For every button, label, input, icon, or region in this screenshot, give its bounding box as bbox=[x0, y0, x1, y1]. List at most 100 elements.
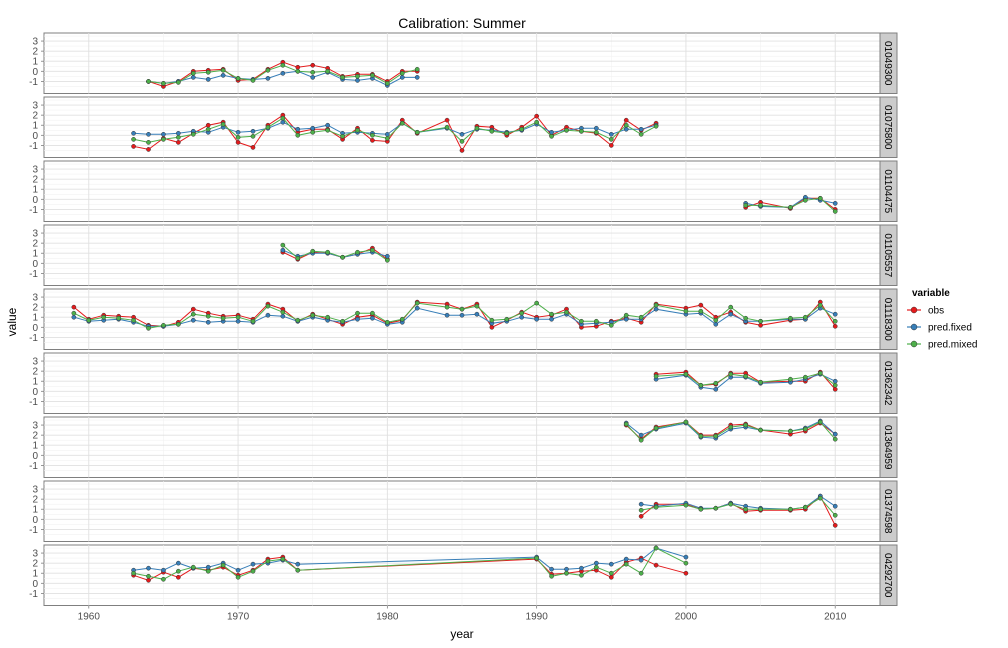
data-point-pred.mixed bbox=[653, 504, 659, 510]
data-point-pred.mixed bbox=[250, 78, 256, 83]
data-point-pred.mixed bbox=[235, 134, 241, 140]
data-point-pred.mixed bbox=[803, 314, 808, 320]
data-point-pred.mixed bbox=[788, 376, 793, 382]
data-point-pred.fixed bbox=[235, 129, 241, 135]
legend-label: pred.mixed bbox=[928, 340, 977, 351]
data-point-pred.fixed bbox=[459, 131, 465, 137]
data-point-pred.fixed bbox=[549, 129, 554, 135]
data-point-pred.mixed bbox=[579, 128, 584, 134]
data-point-pred.fixed bbox=[653, 306, 659, 312]
data-point-pred.mixed bbox=[743, 506, 748, 512]
x-axis: 1960 1970 1980 1990 2000 2010 bbox=[78, 605, 847, 623]
data-point-pred.mixed bbox=[176, 80, 181, 85]
data-point-pred.fixed bbox=[414, 305, 420, 311]
y-tick-label: 0 bbox=[32, 387, 38, 398]
data-point-pred.mixed bbox=[280, 309, 286, 315]
data-point-pred.fixed bbox=[608, 131, 614, 137]
data-point-obs bbox=[176, 574, 181, 580]
data-point-pred.mixed bbox=[832, 512, 838, 518]
data-point-pred.mixed bbox=[743, 373, 748, 379]
data-point-pred.mixed bbox=[250, 568, 256, 574]
data-point-pred.fixed bbox=[683, 554, 689, 560]
legend-key-point bbox=[910, 340, 918, 348]
facet-strip bbox=[879, 96, 898, 158]
data-point-pred.fixed bbox=[414, 75, 420, 80]
data-point-pred.mixed bbox=[698, 308, 704, 314]
facet-strip bbox=[879, 416, 898, 478]
data-point-pred.mixed bbox=[176, 134, 181, 140]
data-point-pred.mixed bbox=[683, 308, 689, 314]
data-point-pred.mixed bbox=[608, 137, 614, 142]
y-tick-label: 2 bbox=[32, 303, 38, 314]
data-point-pred.fixed bbox=[250, 561, 256, 567]
data-point-pred.fixed bbox=[190, 75, 196, 80]
legend-item-pred.mixed: pred.mixed bbox=[907, 340, 977, 351]
data-point-pred.mixed bbox=[803, 374, 808, 380]
y-tick-label: 0 bbox=[32, 323, 38, 334]
y-tick-label: 2 bbox=[32, 367, 38, 378]
data-point-pred.mixed bbox=[594, 129, 599, 135]
data-point-pred.mixed bbox=[280, 62, 286, 68]
data-point-pred.fixed bbox=[220, 73, 226, 78]
data-point-pred.fixed bbox=[280, 247, 286, 253]
data-point-pred.fixed bbox=[579, 565, 584, 571]
data-point-pred.fixed bbox=[638, 126, 644, 132]
data-point-pred.mixed bbox=[295, 255, 301, 261]
legend-title: variable bbox=[912, 288, 950, 299]
data-point-pred.mixed bbox=[414, 129, 420, 135]
data-point-pred.mixed bbox=[205, 126, 211, 132]
data-point-pred.mixed bbox=[190, 131, 196, 137]
y-tick-label: 0 bbox=[32, 195, 38, 206]
data-point-pred.fixed bbox=[235, 567, 241, 573]
data-point-pred.mixed bbox=[489, 317, 495, 323]
facet-strip-label: 01105557 bbox=[882, 233, 893, 277]
data-point-obs bbox=[608, 143, 614, 148]
data-point-pred.mixed bbox=[683, 502, 689, 508]
data-point-pred.mixed bbox=[698, 506, 704, 512]
data-point-pred.mixed bbox=[355, 310, 360, 316]
data-point-pred.fixed bbox=[638, 501, 644, 507]
y-tick-label: 0 bbox=[32, 451, 38, 462]
y-tick-label: -1 bbox=[29, 269, 38, 280]
data-point-pred.mixed bbox=[623, 421, 629, 427]
facet-strip bbox=[879, 544, 898, 606]
data-point-pred.mixed bbox=[161, 576, 166, 582]
y-tick-label: -1 bbox=[29, 461, 38, 472]
data-point-pred.fixed bbox=[161, 567, 166, 573]
y-tick-label: 0 bbox=[32, 515, 38, 526]
data-point-pred.fixed bbox=[399, 75, 405, 80]
data-point-pred.fixed bbox=[638, 432, 644, 438]
series-line-pred.fixed bbox=[133, 547, 687, 571]
data-point-obs bbox=[235, 140, 241, 145]
series-line-pred.mixed bbox=[641, 497, 836, 516]
data-point-obs bbox=[295, 64, 301, 70]
data-point-pred.fixed bbox=[355, 78, 360, 83]
data-point-pred.mixed bbox=[519, 310, 525, 316]
data-point-pred.mixed bbox=[504, 130, 510, 136]
data-point-pred.mixed bbox=[713, 433, 719, 439]
data-point-pred.mixed bbox=[310, 248, 316, 254]
data-point-pred.mixed bbox=[220, 121, 226, 127]
y-tick-label: 1 bbox=[32, 185, 38, 196]
data-point-pred.mixed bbox=[444, 304, 450, 310]
y-tick-label: 2 bbox=[32, 239, 38, 250]
y-tick-label: 1 bbox=[32, 505, 38, 516]
data-point-pred.mixed bbox=[638, 570, 644, 576]
data-point-obs bbox=[370, 138, 375, 143]
data-point-pred.mixed bbox=[713, 505, 719, 511]
data-point-pred.mixed bbox=[235, 574, 241, 580]
facet-strip bbox=[879, 288, 898, 350]
data-point-pred.mixed bbox=[370, 310, 375, 316]
y-tick-label: 1 bbox=[32, 313, 38, 324]
data-point-pred.fixed bbox=[146, 565, 151, 571]
facet-strip-label: 01362342 bbox=[882, 361, 893, 406]
data-point-obs bbox=[608, 574, 614, 580]
data-point-obs bbox=[146, 577, 151, 583]
data-point-pred.fixed bbox=[250, 128, 256, 134]
legend-label: pred.fixed bbox=[928, 323, 972, 334]
data-point-pred.mixed bbox=[534, 555, 539, 561]
data-point-pred.fixed bbox=[355, 316, 360, 322]
y-tick-label: 3 bbox=[32, 37, 38, 48]
data-point-pred.mixed bbox=[340, 75, 345, 80]
